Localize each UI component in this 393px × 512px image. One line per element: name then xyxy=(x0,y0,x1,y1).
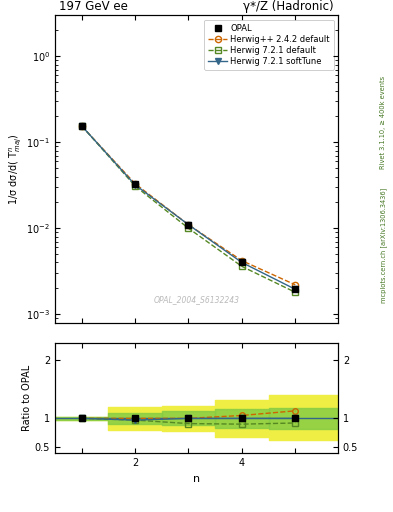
Herwig 7.2.1 softTune xyxy=(239,260,244,266)
Herwig 7.2.1 softTune xyxy=(293,286,298,292)
Line: Herwig 7.2.1 softTune: Herwig 7.2.1 softTune xyxy=(79,123,298,292)
OPAL xyxy=(79,123,84,129)
Herwig++ 2.4.2 default xyxy=(186,222,191,228)
OPAL xyxy=(239,260,244,266)
Herwig++ 2.4.2 default xyxy=(293,282,298,288)
Herwig 7.2.1 default xyxy=(293,289,298,295)
Text: OPAL_2004_S6132243: OPAL_2004_S6132243 xyxy=(154,295,239,304)
Herwig 7.2.1 softTune xyxy=(79,123,84,129)
Herwig 7.2.1 default xyxy=(186,225,191,231)
OPAL xyxy=(293,286,298,292)
OPAL xyxy=(133,181,138,187)
Text: γ*/Z (Hadronic): γ*/Z (Hadronic) xyxy=(243,0,334,13)
Text: 197 GeV ee: 197 GeV ee xyxy=(59,0,128,13)
Herwig 7.2.1 softTune xyxy=(186,222,191,228)
Y-axis label: 1/σ dσ/d( T$_{maj}^{n}$): 1/σ dσ/d( T$_{maj}^{n}$) xyxy=(7,133,24,205)
Line: Herwig 7.2.1 default: Herwig 7.2.1 default xyxy=(79,123,298,295)
OPAL xyxy=(186,222,191,228)
Line: OPAL: OPAL xyxy=(79,123,298,292)
X-axis label: n: n xyxy=(193,474,200,483)
Line: Herwig++ 2.4.2 default: Herwig++ 2.4.2 default xyxy=(79,123,298,288)
Herwig++ 2.4.2 default xyxy=(79,123,84,129)
Herwig 7.2.1 softTune xyxy=(133,182,138,188)
Herwig 7.2.1 default xyxy=(79,123,84,129)
Herwig++ 2.4.2 default xyxy=(133,181,138,187)
Herwig 7.2.1 default xyxy=(239,263,244,269)
Y-axis label: Ratio to OPAL: Ratio to OPAL xyxy=(22,365,32,431)
Text: Rivet 3.1.10, ≥ 400k events: Rivet 3.1.10, ≥ 400k events xyxy=(380,76,386,169)
Herwig++ 2.4.2 default xyxy=(239,258,244,264)
Text: mcplots.cern.ch [arXiv:1306.3436]: mcplots.cern.ch [arXiv:1306.3436] xyxy=(380,188,387,304)
Legend: OPAL, Herwig++ 2.4.2 default, Herwig 7.2.1 default, Herwig 7.2.1 softTune: OPAL, Herwig++ 2.4.2 default, Herwig 7.2… xyxy=(204,19,334,70)
Herwig 7.2.1 default xyxy=(133,183,138,189)
